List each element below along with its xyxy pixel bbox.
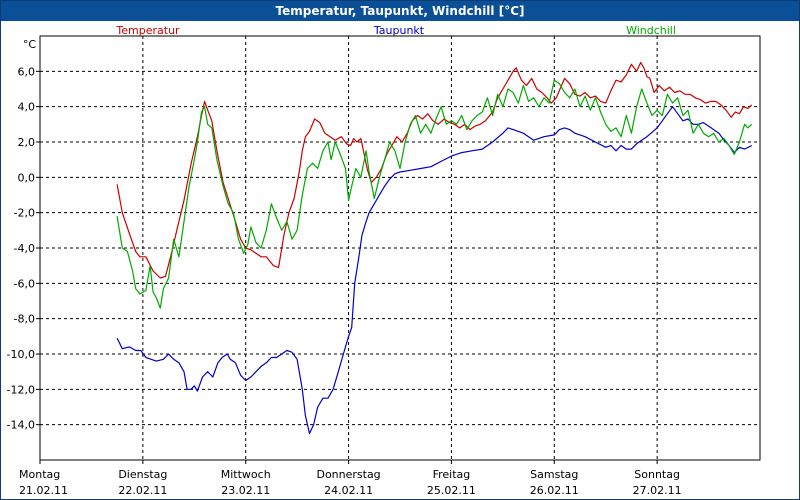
x-tick-day-label: Montag bbox=[19, 468, 60, 481]
y-tick-label: -12,0 bbox=[7, 383, 35, 396]
axis-layer: 6,0 4,0 2,0 0,0 -2,0 -4,0 -6,0 -8,0 -10,0 -12,0 -1… bbox=[7, 38, 682, 497]
series-line-windchill bbox=[116, 79, 753, 309]
x-tick-date-label: 24.02.11 bbox=[324, 484, 373, 497]
series-line-taupunkt bbox=[116, 106, 753, 435]
legend-item-windchill: Windchill bbox=[626, 24, 676, 37]
x-tick-date-label: 23.02.11 bbox=[221, 484, 270, 497]
x-tick-day-label: Mittwoch bbox=[221, 468, 271, 481]
y-tick-label: -4,0 bbox=[14, 242, 35, 255]
y-tick-label: 6,0 bbox=[18, 65, 36, 78]
y-tick-label: -6,0 bbox=[14, 277, 35, 290]
x-tick-day-label: Freitag bbox=[433, 468, 471, 481]
y-tick-label: -8,0 bbox=[14, 313, 35, 326]
x-tick-day-label: Donnerstag bbox=[316, 468, 380, 481]
y-tick-label: -10,0 bbox=[7, 348, 35, 361]
y-axis-unit-label: °C bbox=[23, 38, 37, 51]
x-tick-day-label: Sonntag bbox=[634, 468, 680, 481]
legend-layer: Temperatur Taupunkt Windchill bbox=[115, 24, 676, 37]
series-layer bbox=[116, 61, 753, 435]
y-tick-label: -14,0 bbox=[7, 419, 35, 432]
legend-item-taupunkt: Taupunkt bbox=[373, 24, 425, 37]
x-tick-date-label: 22.02.11 bbox=[118, 484, 167, 497]
x-tick-day-label: Samstag bbox=[530, 468, 578, 481]
y-tick-label: -2,0 bbox=[14, 207, 35, 220]
legend-item-temperatur: Temperatur bbox=[115, 24, 180, 37]
grid-layer bbox=[40, 36, 760, 460]
y-tick-label: 4,0 bbox=[18, 101, 36, 114]
x-tick-date-label: 27.02.11 bbox=[633, 484, 682, 497]
chart-title: Temperatur, Taupunkt, Windchill [°C] bbox=[1, 1, 799, 21]
x-tick-date-label: 21.02.11 bbox=[19, 484, 68, 497]
x-tick-day-label: Dienstag bbox=[118, 468, 167, 481]
y-tick-label: 2,0 bbox=[18, 136, 36, 149]
x-tick-date-label: 25.02.11 bbox=[427, 484, 476, 497]
x-tick-date-label: 26.02.11 bbox=[530, 484, 579, 497]
y-tick-label: 0,0 bbox=[18, 171, 36, 184]
